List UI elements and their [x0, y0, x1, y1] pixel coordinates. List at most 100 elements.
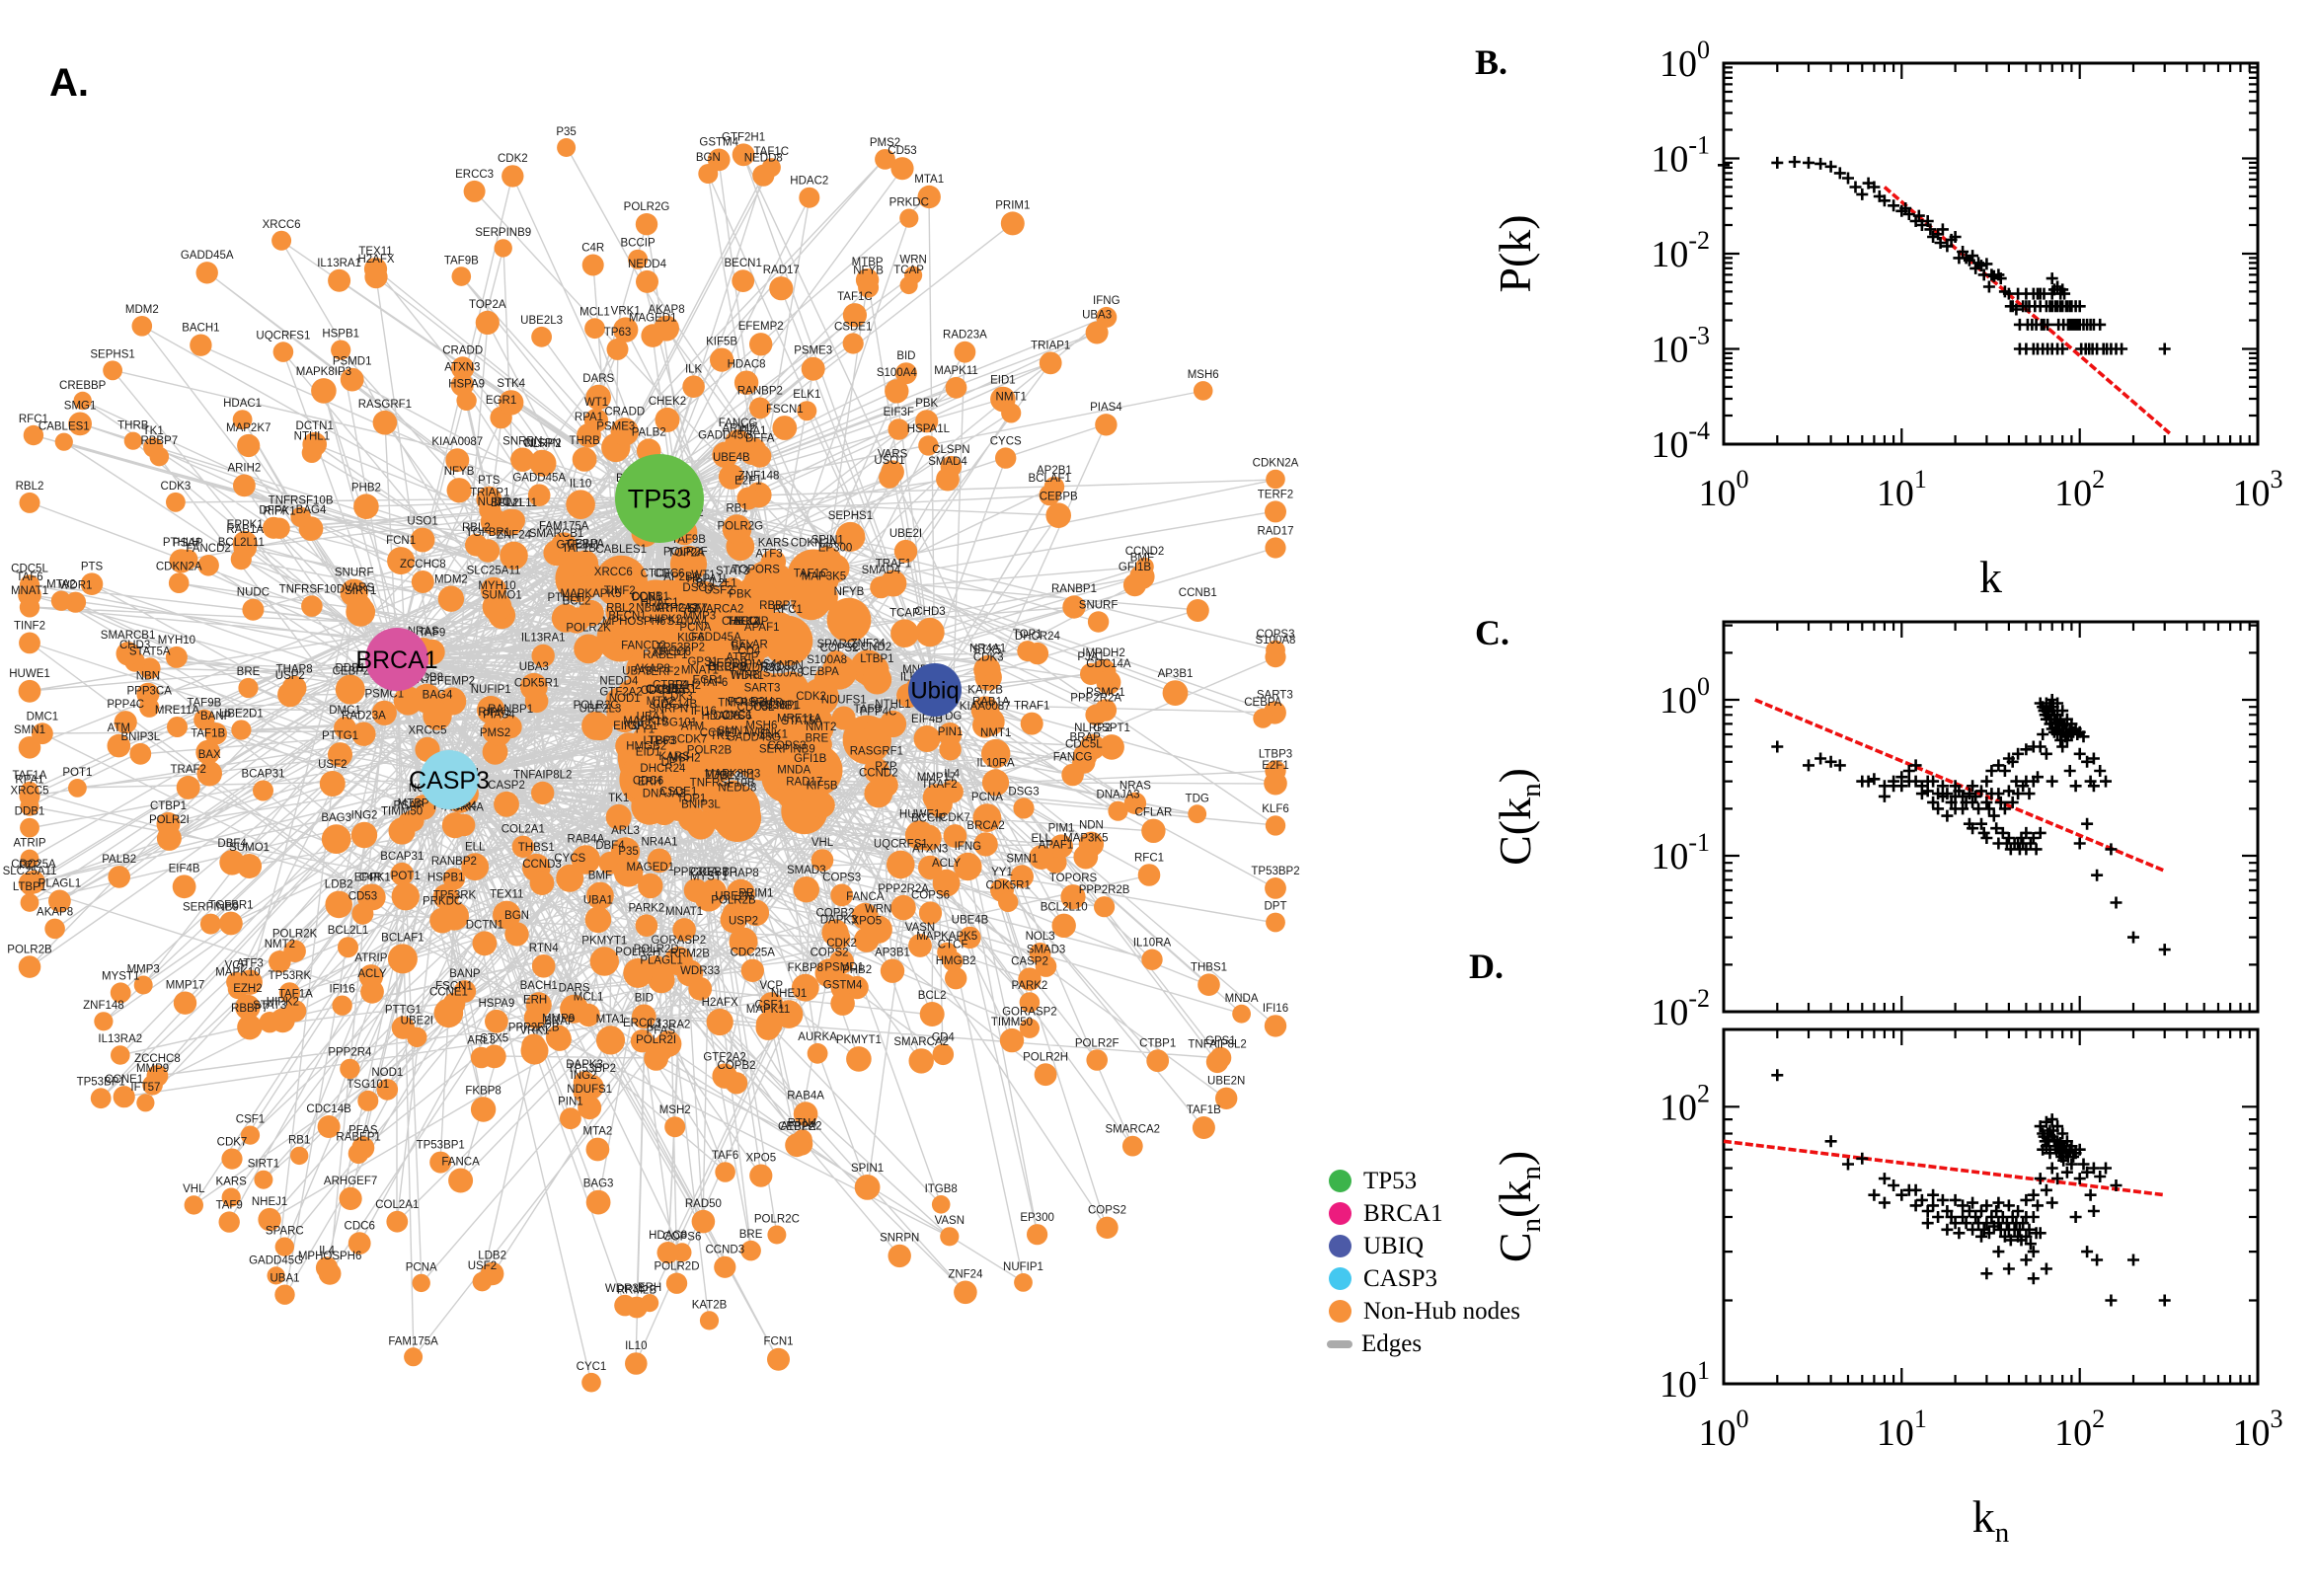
network-node-label: UBE2N	[1207, 1076, 1245, 1088]
network-node-label: NEDD8	[708, 658, 746, 670]
network-node-label: PSME3	[596, 421, 635, 433]
network-node	[259, 1012, 280, 1033]
network-node-label: POLR2C	[754, 1214, 800, 1226]
network-node	[959, 926, 981, 950]
network-node-label: EP300	[818, 542, 853, 554]
network-node	[1051, 913, 1076, 938]
network-node	[411, 570, 434, 593]
network-node	[628, 249, 649, 269]
network-node	[278, 982, 300, 1004]
network-node	[749, 333, 773, 356]
network-node	[894, 362, 917, 385]
network-node-label: NMT2	[806, 722, 836, 733]
network-node	[351, 1136, 375, 1160]
network-node-label: HSPA9	[448, 379, 485, 391]
network-node-label: BRE	[739, 1229, 763, 1241]
network-node	[880, 958, 905, 983]
network-node-label: PLAGL1	[39, 878, 81, 890]
network-node-label: TERF2	[644, 666, 679, 678]
network-node	[114, 711, 137, 734]
network-node-label: RAD17	[763, 265, 800, 276]
network-node-label: TK1	[710, 730, 731, 742]
network-node	[340, 367, 364, 392]
network-node	[656, 1242, 679, 1264]
network-node-label: PPP2R2B	[1079, 884, 1130, 896]
network-node-label: GTF2H1	[722, 132, 765, 144]
legend-item-ubiq: UBIQ	[1329, 1230, 1520, 1262]
network-node-label: CSF1	[236, 1114, 265, 1126]
network-node	[915, 410, 939, 433]
network-node	[520, 1036, 549, 1065]
network-node-label: MAPK11	[746, 1004, 791, 1016]
network-node-label: PSMD1	[333, 356, 372, 368]
network-node-label: MTA1	[596, 1014, 626, 1026]
network-node	[908, 1048, 934, 1074]
network-node-label: RANBP2	[431, 856, 477, 868]
network-node	[826, 597, 872, 643]
network-node-label: MAPK11	[934, 365, 978, 377]
network-node-label: POLR2G	[717, 520, 763, 532]
network-node-label: TSG101	[655, 717, 697, 728]
network-node	[908, 934, 932, 957]
network-node	[149, 446, 170, 467]
network-node	[940, 1227, 960, 1247]
network-node	[480, 576, 507, 603]
network-node	[556, 864, 584, 892]
network-node	[139, 697, 160, 718]
legend-item-casp3: CASP3	[1329, 1262, 1520, 1295]
legend-swatch	[1329, 1267, 1351, 1290]
network-node	[981, 738, 1011, 769]
network-node-label: POLR2B	[711, 894, 756, 906]
network-node-label: PHB2	[351, 482, 381, 494]
network-node-label: POLR2C	[574, 700, 619, 712]
network-node-label: IMPDH2	[1082, 647, 1124, 659]
network-node	[446, 478, 472, 503]
network-node-label: BNIP3L	[120, 731, 160, 743]
network-node	[332, 995, 352, 1016]
network-node	[497, 508, 524, 536]
network-node-label: PFAS	[348, 1124, 378, 1136]
network-node-label: FANCA	[846, 891, 885, 903]
network-node	[977, 654, 999, 676]
network-node-label: ING2	[351, 810, 378, 822]
network-node	[166, 492, 186, 512]
network-node-label: STAT3	[716, 566, 749, 577]
network-node-label: VHL	[183, 1183, 205, 1195]
network-node	[918, 435, 939, 456]
network-node-label: HSPB1	[427, 873, 465, 884]
network-node-label: S100A8	[1256, 635, 1296, 646]
network-node	[437, 585, 465, 612]
network-node	[742, 899, 770, 927]
network-node-label: TP53BP1	[417, 1140, 465, 1152]
network-node	[945, 376, 967, 399]
network-node	[773, 671, 810, 708]
network-node-label: CHD3	[119, 640, 150, 651]
network-node-label: FANCG	[1053, 752, 1093, 764]
panel-label-b: B.	[1475, 42, 1508, 82]
network-node-label: KARS	[216, 1177, 248, 1188]
network-node-label: EP300	[1020, 1212, 1054, 1224]
network-node-label: S100A4	[667, 616, 709, 628]
network-node-label: WRN	[746, 727, 773, 739]
network-node	[301, 595, 323, 617]
network-node	[274, 1284, 295, 1305]
network-node-label: CDK5R1	[986, 880, 1031, 892]
network-node	[372, 410, 398, 435]
network-node-label: ARHGEF7	[324, 1176, 377, 1187]
network-node-label: CCND3	[647, 684, 686, 696]
network-node	[940, 780, 964, 803]
network-node	[799, 187, 820, 208]
network-node	[204, 722, 227, 745]
network-node-label: THBS1	[518, 842, 555, 854]
network-node-label: NEDD4	[599, 676, 639, 688]
network-node-label: TCAP	[893, 265, 924, 276]
network-node	[830, 883, 854, 907]
network-node	[585, 1189, 611, 1215]
network-node-label: TAF9B	[444, 255, 479, 266]
network-node-label: GSTM4	[699, 137, 738, 149]
network-node-label: CHEK2	[722, 616, 759, 628]
network-node	[1095, 414, 1118, 436]
network-node-label: NRAS	[1119, 781, 1151, 793]
hub-node-casp3	[420, 750, 479, 809]
network-node	[1121, 1135, 1143, 1157]
